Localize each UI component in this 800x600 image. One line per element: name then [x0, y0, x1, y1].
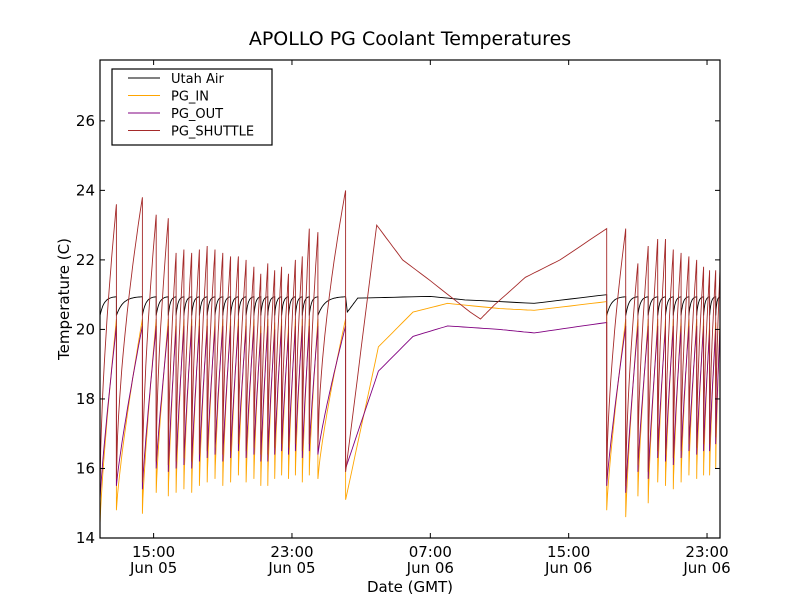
- legend-label: PG_OUT: [171, 107, 223, 122]
- x-axis-label: Date (GMT): [367, 578, 453, 596]
- series-line-pg-in: [100, 301, 720, 525]
- chart-title: APOLLO PG Coolant Temperatures: [249, 28, 571, 50]
- legend-label: Utah Air: [171, 72, 224, 87]
- x-tick-label-date: Jun 06: [406, 559, 454, 577]
- series-line-pg-out: [100, 321, 720, 500]
- series-line-utah-air: [100, 294, 720, 316]
- series-line-pg-shuttle: [100, 190, 720, 493]
- legend-label: PG_IN: [171, 90, 209, 105]
- plot-frame: [99, 59, 721, 539]
- y-tick-label: 22: [76, 251, 95, 269]
- y-tick-label: 20: [76, 320, 95, 338]
- legend-box: [111, 68, 273, 146]
- x-tick-label-time: 15:00: [132, 543, 175, 561]
- x-tick-label-time: 15:00: [547, 543, 590, 561]
- y-tick-label: 14: [76, 529, 95, 547]
- y-axis-label: Temperature (C): [55, 238, 73, 361]
- x-tick-label-time: 23:00: [685, 543, 728, 561]
- x-tick-label-date: Jun 06: [682, 559, 730, 577]
- x-tick-label-date: Jun 05: [267, 559, 315, 577]
- y-tick-label: 26: [76, 112, 95, 130]
- y-tick-label: 18: [76, 390, 95, 408]
- legend-label: PG_SHUTTLE: [171, 125, 254, 140]
- x-tick-label-date: Jun 05: [129, 559, 177, 577]
- x-tick-label-date: Jun 06: [544, 559, 592, 577]
- plot-area: [100, 190, 720, 525]
- y-tick-label: 24: [76, 181, 95, 199]
- x-tick-label-time: 23:00: [270, 543, 313, 561]
- legend: Utah Air PG_IN PG_OUT PG_SHUTTLE: [111, 68, 273, 146]
- y-tick-label: 16: [76, 459, 95, 477]
- x-tick-label-time: 07:00: [409, 543, 452, 561]
- y-axis: 14 16 18 20 22 24 26: [76, 112, 720, 547]
